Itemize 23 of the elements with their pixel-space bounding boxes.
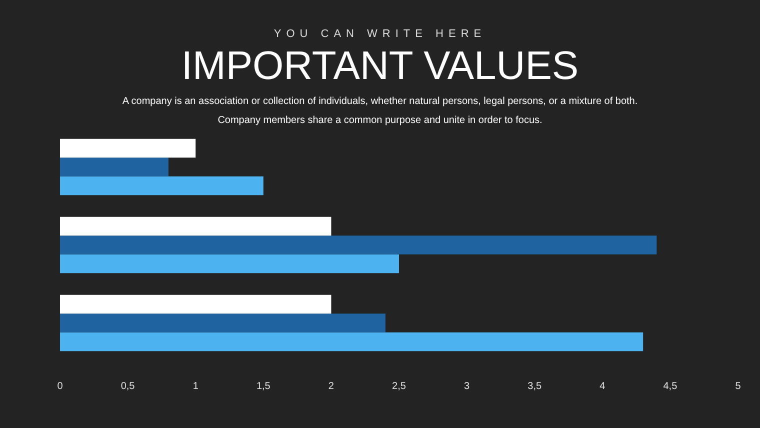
x-tick-label: 0 (57, 380, 64, 392)
x-tick-label: 1,5 (256, 380, 271, 392)
x-tick-label: 2 (328, 380, 334, 392)
bar (60, 216, 332, 236)
bar (60, 176, 264, 196)
x-tick-label: 4,5 (663, 380, 678, 392)
bar (60, 236, 657, 254)
bar (60, 294, 332, 314)
x-tick-label: 2,5 (392, 380, 406, 392)
x-tick-label: 0,5 (120, 380, 136, 392)
bar (60, 254, 399, 274)
text: A company is an association or collection of individuals, whether natural persons, legal persons, or a mixture of both. Company members share a common purpose and unite in order to focus. (121, 95, 639, 128)
x-tick-label: 3,5 (528, 380, 542, 392)
bar (60, 158, 168, 176)
bar (60, 332, 644, 352)
bar (60, 314, 386, 332)
x-tick-label: 3 (464, 380, 470, 392)
x-tick-label: 5 (735, 380, 742, 392)
x-tick-label: 4 (600, 380, 606, 392)
bar (60, 138, 196, 158)
x-tick-label: 1 (192, 380, 199, 392)
chart-title: IMPORTANT VALUES (180, 44, 580, 89)
chart-subtitle: YOU CAN WRITE HERE (272, 28, 488, 40)
